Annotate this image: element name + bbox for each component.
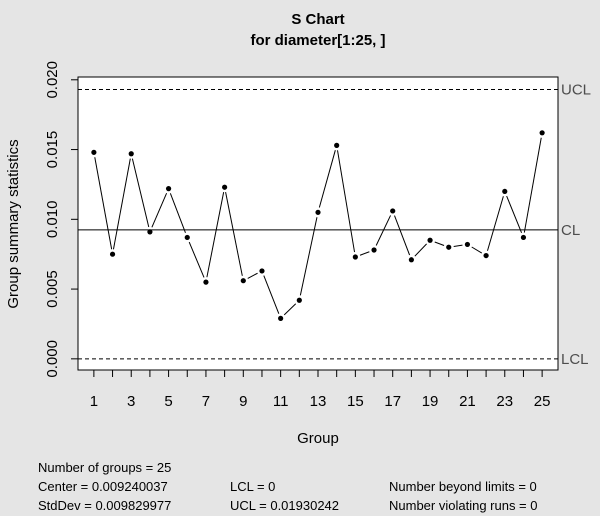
chart-subtitle: for diameter[1:25, ] (250, 32, 385, 49)
data-point (203, 279, 209, 285)
series-segment (169, 193, 186, 233)
y-tick-label: 0.005 (44, 270, 61, 308)
data-point (352, 254, 358, 260)
series-segment (523, 137, 542, 233)
x-tick-label: 17 (384, 393, 401, 410)
x-tick-label: 13 (310, 393, 327, 410)
stat-number-of-groups: Number of groups = 25 (38, 460, 172, 475)
stat-ucl: UCL = 0.01930242 (230, 498, 340, 513)
series-segment (225, 192, 243, 276)
data-point (390, 208, 396, 214)
y-tick-label: 0.000 (44, 340, 61, 378)
x-tick-label: 1 (90, 393, 98, 410)
stat-stddev: StdDev = 0.009829977 (38, 498, 172, 513)
data-point (483, 252, 489, 259)
series-s-values (91, 130, 545, 321)
data-point (184, 234, 190, 241)
data-point (334, 142, 340, 148)
series-segment (151, 193, 168, 228)
data-point (408, 257, 414, 263)
data-point (222, 184, 228, 190)
stat-violating-runs: Number violating runs = 0 (389, 498, 538, 513)
series-segment (394, 215, 411, 256)
data-point (128, 151, 134, 157)
x-tick-label: 5 (164, 393, 172, 410)
data-point (165, 186, 172, 192)
x-tick-label: 23 (496, 393, 513, 410)
x-tick-label: 7 (202, 393, 210, 410)
y-tick-label: 0.010 (44, 201, 61, 239)
data-point (427, 237, 433, 243)
stat-lcl: LCL = 0 (230, 479, 276, 494)
series-segment (188, 241, 205, 278)
data-point (520, 234, 527, 241)
x-tick-label: 9 (239, 393, 247, 410)
data-point (240, 278, 246, 284)
data-point (502, 188, 508, 195)
chart-title: S Chart (291, 11, 344, 28)
stat-beyond-limits: Number beyond limits = 0 (389, 479, 537, 494)
y-axis: 0.000 0.005 0.010 0.015 0.020 (44, 61, 78, 378)
series-segment (414, 243, 427, 257)
x-tick-label: 19 (422, 393, 439, 410)
series-segment (471, 246, 483, 254)
x-tick-label: 3 (127, 393, 135, 410)
x-axis: 1 3 5 7 9 11 13 15 17 19 21 23 25 (90, 370, 551, 410)
series-segment (283, 303, 297, 316)
series-segment (299, 217, 318, 296)
lcl-label: LCL (561, 351, 589, 368)
series-segment (434, 241, 445, 246)
series-segment (112, 158, 131, 250)
series-segment (506, 195, 523, 234)
x-tick-label: 21 (459, 393, 476, 410)
series-segment (453, 244, 463, 247)
series-segment (375, 215, 392, 246)
data-point (539, 130, 545, 136)
y-tick-label: 0.015 (44, 131, 61, 169)
x-tick-label: 11 (273, 393, 289, 410)
data-point (296, 297, 302, 303)
series-segment (131, 158, 150, 228)
data-point (259, 268, 265, 274)
x-tick-label: 15 (347, 393, 364, 410)
data-point (446, 244, 452, 250)
ucl-label: UCL (561, 82, 591, 99)
series-segment (359, 251, 370, 256)
cl-label: CL (561, 222, 580, 239)
data-point (371, 247, 377, 253)
x-axis-label: Group (297, 430, 339, 447)
series-segment (206, 192, 225, 278)
stat-center: Center = 0.009240037 (38, 479, 168, 494)
series-segment (487, 196, 504, 251)
data-point (109, 251, 116, 257)
data-point (278, 315, 284, 321)
series-segment (94, 157, 113, 250)
data-point (147, 229, 153, 235)
y-tick-label: 0.020 (44, 61, 61, 99)
series-segment (318, 150, 336, 208)
x-tick-label: 25 (534, 393, 551, 410)
plot-area (77, 76, 559, 371)
data-point (91, 149, 97, 155)
y-axis-label: Group summary statistics (5, 139, 22, 308)
data-point (464, 241, 471, 248)
series-segment (263, 275, 280, 314)
series-segment (247, 272, 258, 279)
control-limits: UCL CL LCL (78, 82, 591, 368)
data-point (315, 209, 321, 215)
series-segment (337, 150, 356, 253)
